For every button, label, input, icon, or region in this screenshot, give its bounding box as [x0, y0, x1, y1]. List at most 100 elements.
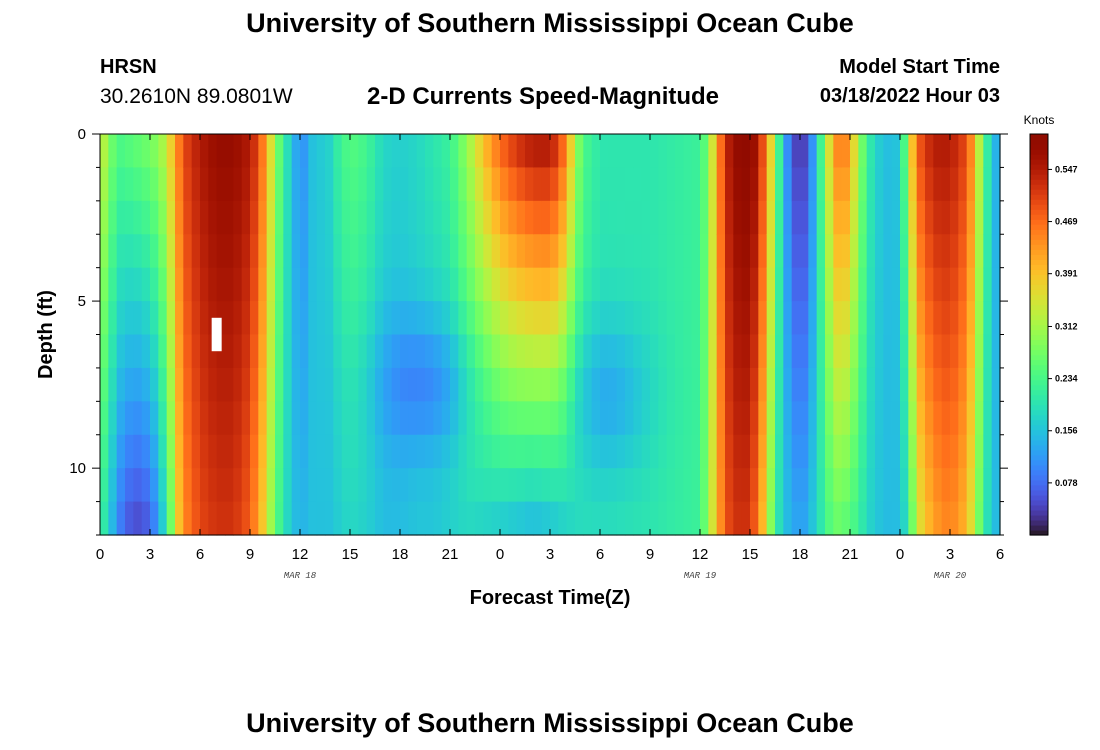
- heatmap-cell: [150, 200, 159, 235]
- heatmap-cell: [775, 501, 784, 536]
- heatmap-cell: [775, 200, 784, 235]
- heatmap-cell: [841, 267, 851, 302]
- heatmap-cell: [550, 200, 559, 235]
- heatmap-cell: [933, 134, 943, 169]
- heatmap-cell: [766, 434, 776, 469]
- heatmap-cell: [566, 434, 576, 469]
- heatmap-cell: [375, 434, 384, 469]
- heatmap-cell: [100, 434, 109, 469]
- heatmap-cell: [200, 167, 209, 202]
- heatmap-cell: [616, 334, 626, 369]
- heatmap-cell: [566, 234, 576, 269]
- heatmap-cell: [483, 167, 493, 202]
- heatmap-cell: [883, 200, 893, 235]
- heatmap-cell: [233, 501, 243, 536]
- heatmap-cell: [791, 301, 801, 336]
- heatmap-cell: [891, 468, 901, 503]
- heatmap-cell: [300, 134, 309, 169]
- heatmap-cell: [100, 367, 109, 402]
- heatmap-cell: [733, 234, 743, 269]
- heatmap-cell: [233, 200, 243, 235]
- heatmap-cell: [216, 367, 226, 402]
- heatmap-cell: [291, 134, 301, 169]
- heatmap-cell: [800, 234, 809, 269]
- heatmap-cell: [908, 334, 918, 369]
- heatmap-cell: [908, 267, 918, 302]
- heatmap-cell: [283, 334, 293, 369]
- heatmap-cell: [158, 167, 168, 202]
- heatmap-cell: [825, 267, 834, 302]
- heatmap-cell: [391, 234, 401, 269]
- heatmap-cell: [416, 501, 426, 536]
- heatmap-cell: [683, 501, 693, 536]
- heatmap-cell: [575, 401, 584, 436]
- colorbar-segment: [1030, 384, 1048, 391]
- heatmap-cell: [866, 434, 876, 469]
- y-tick-label: 0: [78, 126, 86, 143]
- heatmap-cell: [258, 200, 268, 235]
- heatmap-cell: [383, 267, 393, 302]
- heatmap-cell: [600, 434, 609, 469]
- heatmap-cell: [541, 501, 551, 536]
- heatmap-cell: [250, 468, 259, 503]
- heatmap-cell: [325, 401, 334, 436]
- heatmap-cell: [783, 301, 793, 336]
- heatmap-cell: [625, 134, 634, 169]
- heatmap-cell: [258, 267, 268, 302]
- colorbar-segment: [1030, 374, 1048, 381]
- heatmap-cell: [233, 234, 243, 269]
- heatmap-cell: [408, 167, 418, 202]
- heatmap-cell: [766, 367, 776, 402]
- colorbar-segment: [1030, 209, 1048, 215]
- heatmap-cell: [475, 468, 484, 503]
- heatmap-cell: [816, 434, 826, 469]
- heatmap-cell: [500, 134, 509, 169]
- heatmap-cell: [491, 267, 501, 302]
- heatmap-cell: [808, 167, 818, 202]
- heatmap-cell: [241, 401, 251, 436]
- heatmap-cell: [400, 301, 409, 336]
- heatmap-cell: [891, 200, 901, 235]
- heatmap-cell: [400, 200, 409, 235]
- heatmap-cell: [691, 401, 701, 436]
- heatmap-cell: [916, 468, 926, 503]
- heatmap-cell: [441, 167, 451, 202]
- heatmap-cell: [691, 301, 701, 336]
- heatmap-cell: [475, 134, 484, 169]
- heatmap-cell: [950, 167, 959, 202]
- heatmap-cell: [166, 234, 176, 269]
- heatmap-cell: [283, 234, 293, 269]
- heatmap-cell: [516, 334, 526, 369]
- heatmap-cell: [775, 367, 784, 402]
- heatmap-cell: [416, 301, 426, 336]
- heatmap-cell: [133, 434, 143, 469]
- heatmap-cell: [400, 334, 409, 369]
- heatmap-cell: [275, 301, 284, 336]
- heatmap-cell: [483, 267, 493, 302]
- heatmap-cell: [450, 234, 459, 269]
- heatmap-cell: [533, 234, 543, 269]
- colorbar-segment: [1030, 144, 1048, 150]
- heatmap-cell: [133, 501, 143, 536]
- heatmap-cell: [283, 401, 293, 436]
- heatmap-cell: [591, 401, 601, 436]
- colorbar-segment: [1030, 444, 1048, 451]
- heatmap-cell: [775, 434, 784, 469]
- heatmap-cell: [625, 301, 634, 336]
- heatmap-cell: [691, 367, 701, 402]
- heatmap-cell: [716, 167, 726, 202]
- heatmap-cell: [658, 200, 668, 235]
- heatmap-cell: [675, 401, 684, 436]
- heatmap-cell: [208, 200, 218, 235]
- heatmap-cell: [875, 134, 884, 169]
- heatmap-cell: [958, 401, 968, 436]
- heatmap-cell: [950, 234, 959, 269]
- heatmap-cell: [841, 134, 851, 169]
- heatmap-cell: [441, 468, 451, 503]
- heatmap-cell: [200, 367, 209, 402]
- heatmap-cell: [366, 134, 376, 169]
- heatmap-cell: [200, 434, 209, 469]
- heatmap-cell: [950, 501, 959, 536]
- heatmap-cell: [475, 167, 484, 202]
- heatmap-cell: [733, 367, 743, 402]
